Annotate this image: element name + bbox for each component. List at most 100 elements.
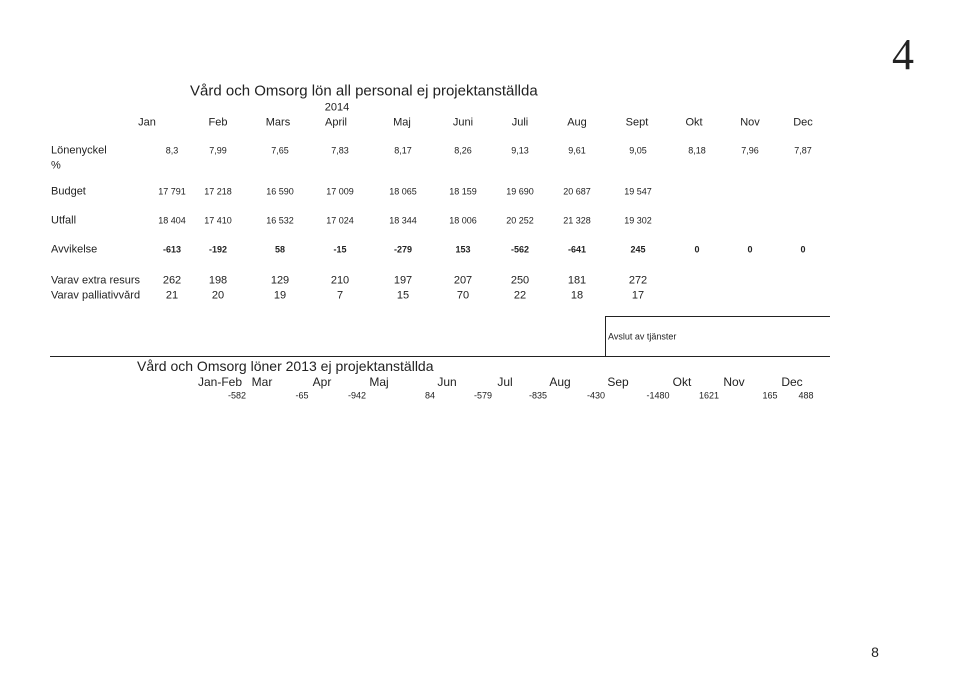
cell: 262 <box>162 274 182 287</box>
month-header: Apr <box>312 375 332 389</box>
cell: 8,17 <box>394 145 412 156</box>
cell: -192 <box>208 244 228 255</box>
cell: 15 <box>396 289 410 302</box>
cell: 488 <box>798 390 814 401</box>
row-sublabel: % <box>51 159 61 172</box>
cell: 9,05 <box>629 145 647 156</box>
cell: 17 009 <box>326 186 354 197</box>
cell: -579 <box>473 390 493 401</box>
cell: 16 590 <box>266 186 294 197</box>
cell: 19 690 <box>506 186 534 197</box>
row-label: Lönenyckel <box>51 144 107 157</box>
cell: 1621 <box>698 390 720 401</box>
cell: -835 <box>528 390 548 401</box>
month-header: Jan-Feb <box>197 375 243 389</box>
month-header: Jun <box>437 375 457 389</box>
month-header: Sep <box>607 375 629 389</box>
cell: 16 532 <box>266 215 294 226</box>
cell: 70 <box>456 289 470 302</box>
cell: 250 <box>510 274 530 287</box>
month-header: Okt <box>672 375 692 389</box>
cell: 18 <box>570 289 584 302</box>
cell: 7,99 <box>209 145 227 156</box>
cell: 165 <box>762 390 778 401</box>
cell: 18 159 <box>449 186 477 197</box>
cell: -562 <box>510 244 530 255</box>
page-number-bottom: 8 <box>871 644 879 660</box>
cell: 21 328 <box>563 215 591 226</box>
cell: 18 404 <box>158 215 186 226</box>
cell: -15 <box>333 244 347 255</box>
month-header: Maj <box>369 375 389 389</box>
month-header: Juni <box>452 116 474 129</box>
cell: 18 344 <box>389 215 417 226</box>
month-header: Okt <box>685 116 703 129</box>
separator <box>50 356 830 357</box>
month-header: Aug <box>567 116 587 129</box>
cell: 17 <box>631 289 645 302</box>
cell: 17 024 <box>326 215 354 226</box>
month-header: Juli <box>511 116 529 129</box>
cell: 8,3 <box>165 145 179 156</box>
table-title-2013: Vård och Omsorg löner 2013 ej projektans… <box>137 358 434 374</box>
cell: -613 <box>162 244 182 255</box>
cell: 0 <box>694 244 700 255</box>
box-side <box>605 316 606 356</box>
cell: 84 <box>424 390 436 401</box>
cell: 8,26 <box>454 145 472 156</box>
cell: 17 218 <box>204 186 232 197</box>
cell: -942 <box>347 390 367 401</box>
box-top <box>605 316 830 317</box>
cell: 9,13 <box>511 145 529 156</box>
cell: -1480 <box>646 390 670 401</box>
cell: 8,18 <box>688 145 706 156</box>
row-label: Budget <box>51 185 86 198</box>
row-label: Varav extra resurs <box>51 275 141 287</box>
cell: 181 <box>567 274 587 287</box>
cell: 7,96 <box>741 145 759 156</box>
cell: 207 <box>453 274 473 287</box>
cell: 245 <box>630 244 646 255</box>
cell: 197 <box>393 274 413 287</box>
page-number-top: 4 <box>892 30 914 79</box>
cell: -582 <box>227 390 247 401</box>
cell: -430 <box>586 390 606 401</box>
cell: 19 302 <box>624 215 652 226</box>
cell: 58 <box>274 244 286 255</box>
cell: 0 <box>747 244 753 255</box>
month-header: Mars <box>265 116 291 129</box>
cell: 19 547 <box>624 186 652 197</box>
cell: 7,83 <box>331 145 349 156</box>
cell: 129 <box>270 274 290 287</box>
cell: 21 <box>165 289 179 302</box>
cell: 20 687 <box>563 186 591 197</box>
cell: 20 <box>211 289 225 302</box>
cell: 153 <box>455 244 471 255</box>
month-header: Feb <box>208 116 228 129</box>
cell: 19 <box>273 289 287 302</box>
month-header: Dec <box>793 116 813 129</box>
cell: 9,61 <box>568 145 586 156</box>
month-header: Jan <box>138 116 156 129</box>
table-title: Vård och Omsorg lön all personal ej proj… <box>190 82 538 100</box>
cell: 20 252 <box>506 215 534 226</box>
month-header: Nov <box>740 116 760 129</box>
month-header: Nov <box>723 375 745 389</box>
month-header: Mar <box>251 375 273 389</box>
month-header: Jul <box>497 375 513 389</box>
row-label: Varav palliativvård <box>51 290 141 302</box>
cell: 210 <box>330 274 350 287</box>
year: 2014 <box>324 101 350 114</box>
cell: 7,87 <box>794 145 812 156</box>
cell: 272 <box>628 274 648 287</box>
cell: 18 065 <box>389 186 417 197</box>
month-header: Maj <box>393 116 411 129</box>
cell: 17 791 <box>158 186 186 197</box>
cell: 7,65 <box>271 145 289 156</box>
month-header: April <box>324 116 348 129</box>
row-label: Utfall <box>51 214 77 227</box>
row-label: Avvikelse <box>51 243 98 256</box>
cell: -65 <box>295 390 309 401</box>
cell: -279 <box>393 244 413 255</box>
